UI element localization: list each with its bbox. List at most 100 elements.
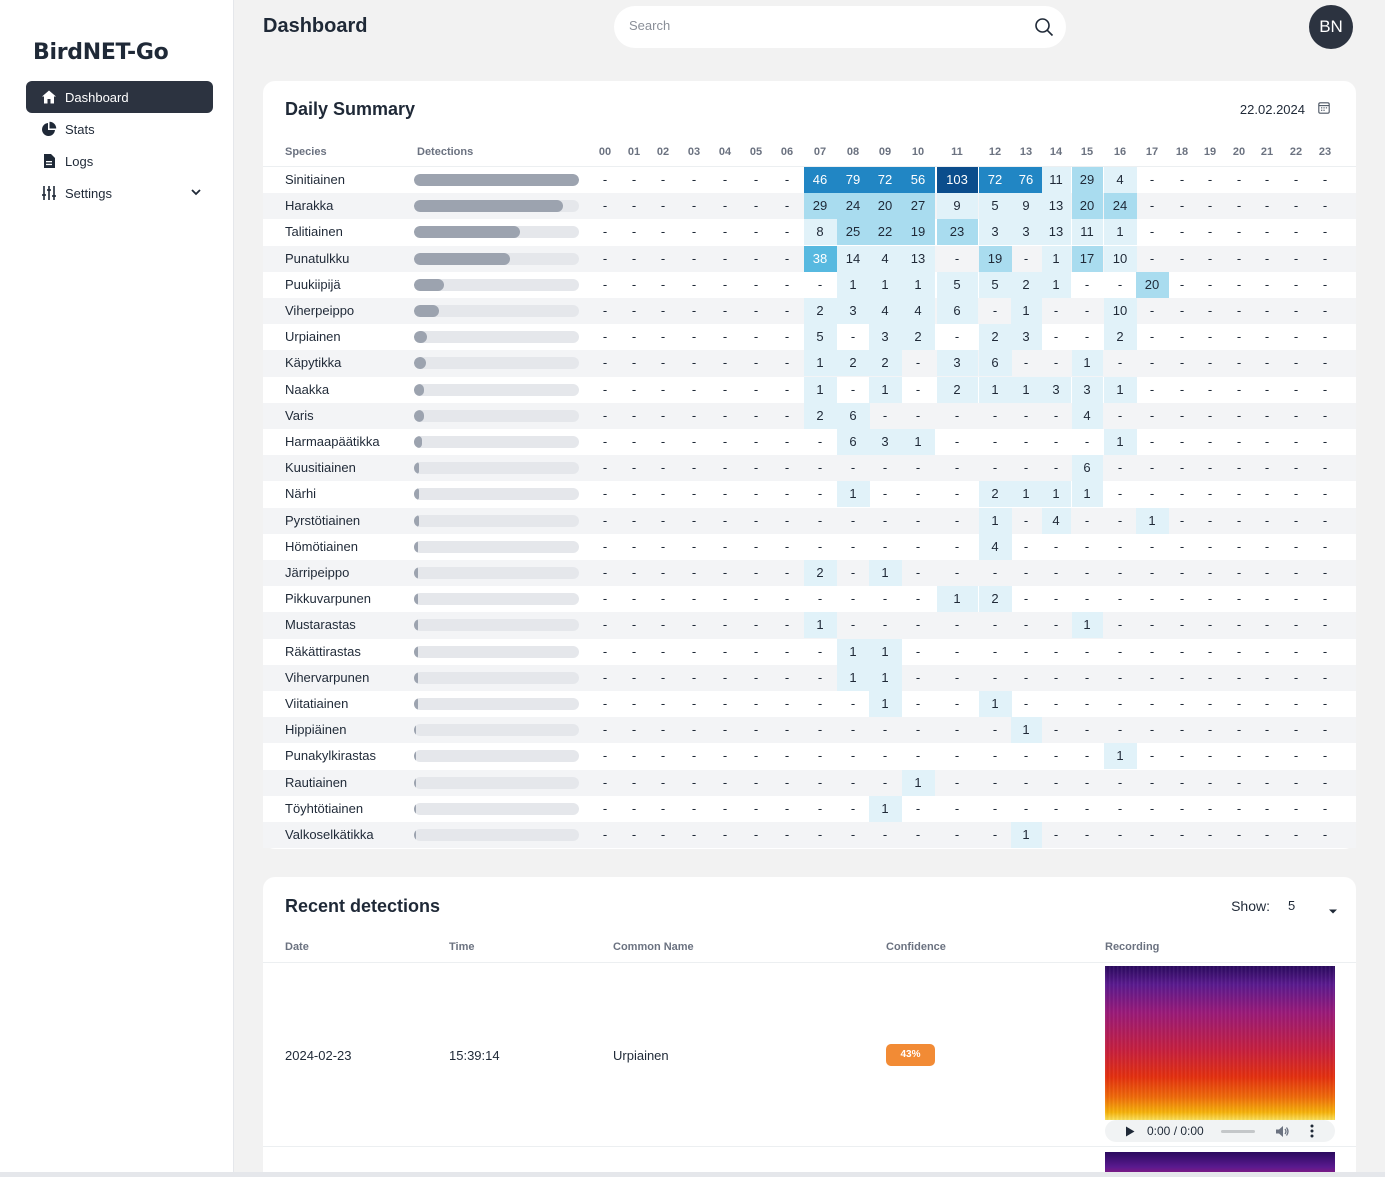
hour-count-cell[interactable]: 1 [803,612,837,639]
hour-count-cell[interactable]: 23 [936,219,978,246]
hour-count-cell[interactable]: 72 [868,167,902,193]
table-row[interactable]: Viitatiainen - - - - - - - - -1- -1- - - - - - - - - - - [263,691,1356,718]
table-row[interactable]: Kuusitiainen - - - - - - - - - - - - - - -6- - - - - - - - [263,455,1356,482]
hour-count-cell[interactable]: 9 [1010,193,1042,220]
hour-count-cell[interactable]: 3 [1071,376,1103,403]
table-row[interactable]: Pikkuvarpunen - - - - - - - - - - -1 2- - - - - - - - - - - [263,586,1356,613]
avatar[interactable]: BN [1309,5,1353,49]
table-row[interactable]: Rautiainen - - - - - - - - - -1- - - - - - - - - - - - - [263,769,1356,796]
table-row[interactable]: Närhi - - - - - - - -1- - -2 1 1 1- - - - - - - - [263,481,1356,508]
species-name[interactable]: Harakka [285,198,334,214]
hour-count-cell[interactable]: 1 [803,376,837,403]
hour-count-cell[interactable]: 20 [868,193,902,220]
hour-count-cell[interactable]: 3 [978,219,1012,246]
hour-count-cell[interactable]: 1 [868,271,902,298]
hour-count-cell[interactable]: 1 [868,560,902,586]
table-row[interactable]: Hömötiainen - - - - - - - - - - - - 4 - - - - - - - - - - - [263,533,1356,560]
hour-count-cell[interactable]: 1 [1010,298,1042,324]
hour-count-cell[interactable]: 1 [868,795,902,822]
hour-count-cell[interactable]: 11 [1041,167,1071,193]
hour-count-cell[interactable]: 1 [1010,376,1042,403]
hour-count-cell[interactable]: 1 [1135,507,1169,534]
hour-count-cell[interactable]: 4 [868,245,902,272]
table-row[interactable]: 2024-02-23 15:39:14 Urpiainen 43% 0:00 /… [263,963,1356,1147]
hour-count-cell[interactable]: 4 [1071,402,1103,429]
hour-count-cell[interactable]: 1 [1010,822,1042,848]
species-name[interactable]: Punakylkirastas [285,748,377,764]
hour-count-cell[interactable]: 1 [1103,743,1137,770]
hour-count-cell[interactable]: 29 [803,193,837,220]
hour-count-cell[interactable]: 1 [868,376,902,403]
hour-count-cell[interactable]: 3 [836,298,870,324]
search-icon[interactable] [1034,17,1054,42]
table-row[interactable]: Urpiainen - - - - - - -5-3 2-2 3- -2- - - - - - - [263,324,1356,351]
hour-count-cell[interactable]: 4 [901,298,935,324]
hour-count-cell[interactable]: 2 [978,324,1012,351]
hour-count-cell[interactable]: 1 [901,429,935,455]
table-row[interactable]: Vihervarpunen - - - - - - - -1 1- - - - - - - - - - - - - - [263,664,1356,691]
hour-count-cell[interactable]: 2 [868,350,902,377]
hour-count-cell[interactable]: 1 [1071,481,1103,508]
hour-count-cell[interactable]: 8 [803,219,837,246]
species-name[interactable]: Viherpeippo [285,303,355,318]
hour-count-cell[interactable]: 2 [836,350,870,377]
hour-count-cell[interactable]: 2 [978,481,1012,508]
hour-count-cell[interactable]: 19 [978,245,1012,272]
species-name[interactable]: Pikkuvarpunen [285,591,371,607]
sidebar-item-logs[interactable]: Logs [26,145,213,177]
audio-player[interactable]: 0:00 / 0:00 [1105,1120,1335,1142]
hour-count-cell[interactable]: 1 [978,507,1012,534]
hour-count-cell[interactable]: 76 [1010,167,1042,193]
species-name[interactable]: Valkoselkätikka [285,827,374,842]
hour-count-cell[interactable]: 5 [978,271,1012,298]
table-row[interactable]: Sinitiainen - - - - - - -46 79 72 56 103 72 76 11 29 4- -… [263,167,1356,194]
hour-count-cell[interactable]: 1 [1103,429,1137,455]
hour-count-cell[interactable]: 1 [1103,219,1137,246]
table-row[interactable]: Järripeippo - - - - - - -2-1- - - - - - - - - - - - - - [263,560,1356,587]
hour-count-cell[interactable]: 4 [1041,507,1071,534]
hour-count-cell[interactable]: 10 [1103,245,1137,272]
table-row[interactable]: Viherpeippo - - - - - - -2 3 4 4 6-1- -10- - - - - - - [263,298,1356,325]
hour-count-cell[interactable]: 4 [1103,167,1137,193]
hour-count-cell[interactable]: 38 [803,245,837,272]
sidebar-item-settings[interactable]: Settings [26,177,213,209]
hour-count-cell[interactable]: 3 [1010,324,1042,351]
hour-count-cell[interactable]: 11 [1071,219,1103,246]
hour-count-cell[interactable]: 1 [836,638,870,665]
hour-count-cell[interactable]: 10 [1103,298,1137,324]
hour-count-cell[interactable]: 2 [936,376,978,403]
sidebar-item-dashboard[interactable]: Dashboard [26,81,213,113]
hour-count-cell[interactable]: 2 [1010,271,1042,298]
hour-count-cell[interactable]: 2 [803,560,837,586]
hour-count-cell[interactable]: 14 [836,245,870,272]
hour-count-cell[interactable]: 25 [836,219,870,246]
volume-icon[interactable] [1275,1125,1290,1141]
hour-count-cell[interactable]: 1 [978,691,1012,717]
table-row[interactable]: Naakka - - - - - - -1-1-2 1 1 3 3 1- - - - - - - [263,376,1356,403]
hour-count-cell[interactable]: 2 [901,324,935,351]
chevron-down-icon[interactable] [189,185,203,202]
species-name[interactable]: Talitiainen [285,224,343,240]
date-picker[interactable]: 22.02.2024 [1240,101,1330,117]
more-options-icon[interactable] [1310,1124,1314,1141]
hour-count-cell[interactable]: 1 [1103,376,1137,403]
spectrogram-image[interactable] [1105,966,1335,1120]
hour-count-cell[interactable]: 13 [1041,219,1071,246]
species-name[interactable]: Rautiainen [285,774,348,790]
species-name[interactable]: Töyhtötiainen [285,800,364,816]
hour-count-cell[interactable]: 1 [1071,612,1103,639]
species-name[interactable]: Järripeippo [285,565,350,580]
hour-count-cell[interactable]: 1 [1010,481,1042,508]
hour-count-cell[interactable]: 9 [936,193,978,220]
hour-count-cell[interactable]: 3 [1010,219,1042,246]
hour-count-cell[interactable]: 1 [901,769,935,796]
hour-count-cell[interactable]: 1 [936,586,978,613]
species-name[interactable]: Vihervarpunen [285,669,370,685]
species-name[interactable]: Urpiainen [285,329,341,345]
hour-count-cell[interactable]: 27 [901,193,935,220]
detection-common-name[interactable]: Urpiainen [613,1048,669,1063]
species-name[interactable]: Räkättirastas [285,643,361,659]
search-input[interactable] [629,18,1009,33]
hour-count-cell[interactable]: 4 [978,533,1012,560]
table-row[interactable]: Punakylkirastas - - - - - - - - - - - - - - - -1- - - - - - - [263,743,1356,770]
